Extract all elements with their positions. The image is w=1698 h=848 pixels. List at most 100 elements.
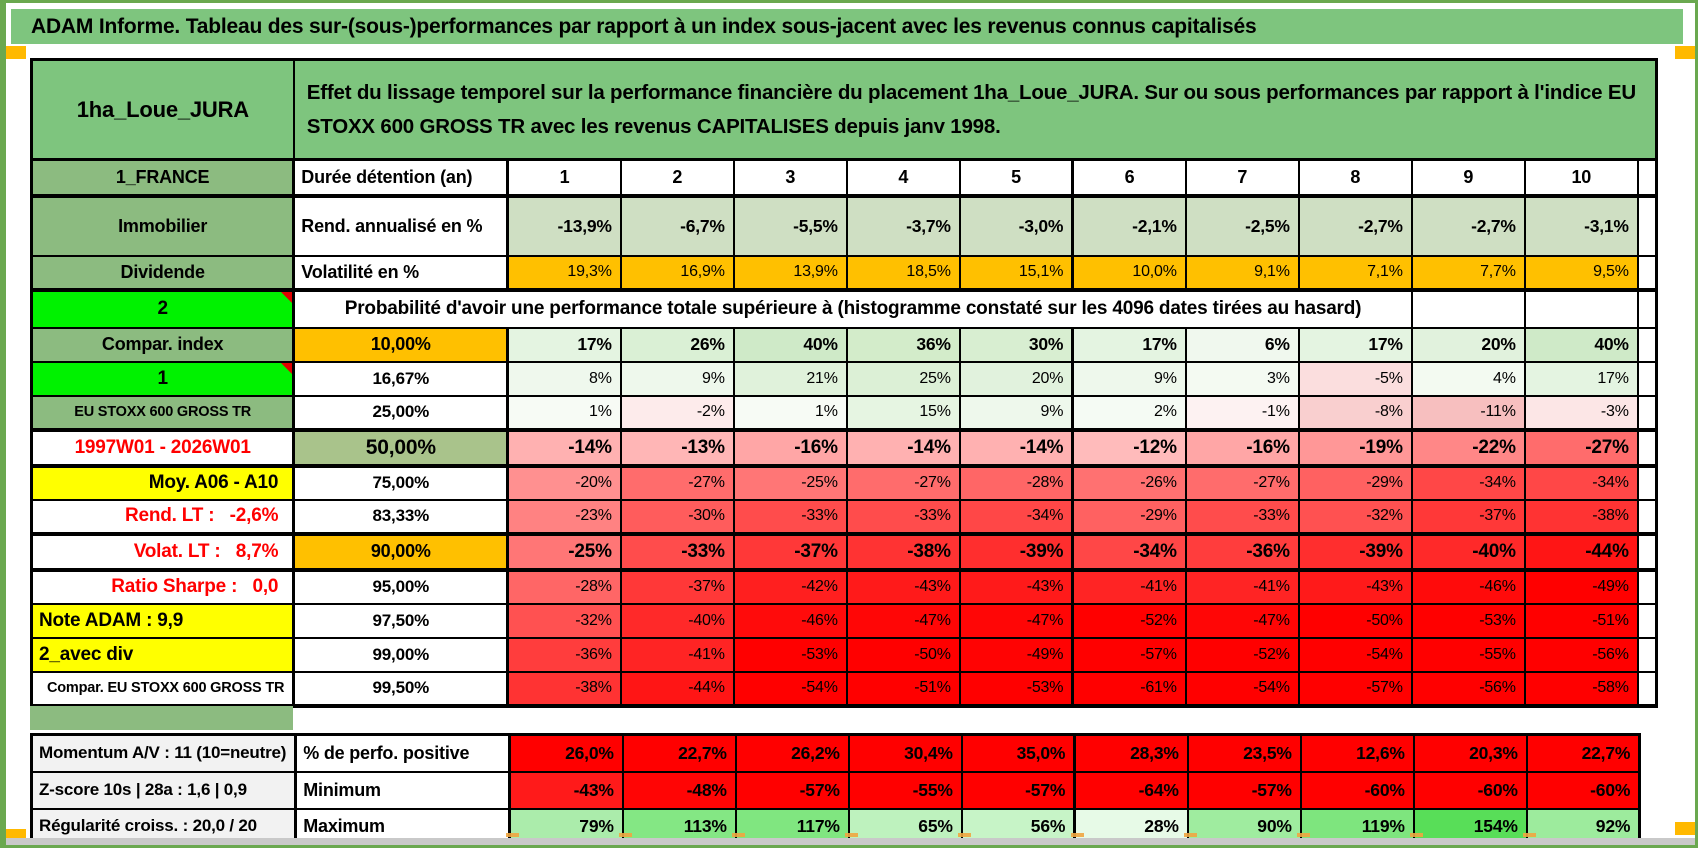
- cell-p25-col10[interactable]: -3%: [1523, 394, 1639, 432]
- cell-p90-col7[interactable]: -36%: [1184, 532, 1300, 572]
- cell-b-p25[interactable]: 25,00%: [292, 394, 510, 432]
- cell-p975-col8[interactable]: -50%: [1297, 602, 1413, 639]
- cell-p99-col9[interactable]: -55%: [1410, 636, 1526, 673]
- cell-perfo-col7[interactable]: 23,5%: [1186, 733, 1302, 773]
- cell-a-p95[interactable]: Ratio Sharpe : 0,0: [30, 568, 296, 605]
- cell-rend-col8[interactable]: -2,7%: [1297, 194, 1413, 257]
- cell-p95-col1[interactable]: -28%: [506, 568, 622, 605]
- cell-p99-col1[interactable]: -36%: [506, 636, 622, 673]
- cell-p10-col9[interactable]: 20%: [1410, 326, 1526, 363]
- cell-perfo-col10[interactable]: 22,7%: [1525, 733, 1641, 773]
- cell-p95-col5[interactable]: -43%: [958, 568, 1075, 605]
- cell-p25-col7[interactable]: -1%: [1184, 394, 1300, 432]
- cell-p75-col8[interactable]: -29%: [1297, 464, 1413, 501]
- cell-p99-col7[interactable]: -52%: [1184, 636, 1300, 673]
- cell-duree-col1[interactable]: 1: [506, 158, 622, 198]
- cell-p99-col2[interactable]: -41%: [619, 636, 735, 673]
- cell-b-p90[interactable]: 90,00%: [292, 532, 510, 572]
- cell-rend-col5[interactable]: -3,0%: [958, 194, 1075, 257]
- cell-p90-col4[interactable]: -38%: [845, 532, 961, 572]
- cell-p95-col4[interactable]: -43%: [845, 568, 961, 605]
- cell-duree-col9[interactable]: 9: [1410, 158, 1526, 198]
- cell-p8333-col1[interactable]: -23%: [506, 498, 622, 536]
- cell-min-col2[interactable]: -48%: [621, 770, 737, 810]
- cell-p995-col5[interactable]: -53%: [958, 670, 1075, 708]
- cell-p1667-col7[interactable]: 3%: [1184, 360, 1300, 397]
- cell-p995-col9[interactable]: -56%: [1410, 670, 1526, 708]
- cell-b-p75[interactable]: 75,00%: [292, 464, 510, 501]
- cell-p25-col3[interactable]: 1%: [732, 394, 848, 432]
- cell-a-p50[interactable]: 1997W01 - 2026W01: [30, 428, 296, 468]
- narrow-edge-cell[interactable]: [1636, 158, 1658, 198]
- cell-a-p975[interactable]: Note ADAM : 9,9: [30, 602, 296, 639]
- probability-banner-cell[interactable]: Probabilité d'avoir une performance tota…: [292, 288, 1413, 329]
- cell-min-col9[interactable]: -60%: [1412, 770, 1528, 810]
- cell-b-volat[interactable]: Volatilité en %: [292, 254, 510, 292]
- cell-b-p995[interactable]: 99,50%: [292, 670, 510, 708]
- cell-p90-col10[interactable]: -44%: [1523, 532, 1639, 572]
- cell-p50-col2[interactable]: -13%: [619, 428, 735, 468]
- cell-p95-col3[interactable]: -42%: [732, 568, 848, 605]
- cell-rend-col7[interactable]: -2,5%: [1184, 194, 1300, 257]
- narrow-edge-cell[interactable]: [1636, 288, 1658, 329]
- cell-p75-col2[interactable]: -27%: [619, 464, 735, 501]
- cell-min-col5[interactable]: -57%: [960, 770, 1077, 810]
- cell-p10-col10[interactable]: 40%: [1523, 326, 1639, 363]
- cell-p95-col6[interactable]: -41%: [1071, 568, 1187, 605]
- cell-min-col3[interactable]: -57%: [734, 770, 850, 810]
- cell-p1667-col3[interactable]: 21%: [732, 360, 848, 397]
- cell-volat-col7[interactable]: 9,1%: [1184, 254, 1300, 292]
- cell-min-col8[interactable]: -60%: [1299, 770, 1415, 810]
- cell-volat-col10[interactable]: 9,5%: [1523, 254, 1639, 292]
- cell-perfo-col4[interactable]: 30,4%: [847, 733, 963, 773]
- cell-p50-col4[interactable]: -14%: [845, 428, 961, 468]
- narrow-edge-cell[interactable]: [1636, 532, 1658, 572]
- cell-volat-col3[interactable]: 13,9%: [732, 254, 848, 292]
- cell-a-p995[interactable]: Compar. EU STOXX 600 GROSS TR: [30, 670, 296, 708]
- cell-p10-col6[interactable]: 17%: [1071, 326, 1187, 363]
- cell-p99-col6[interactable]: -57%: [1071, 636, 1187, 673]
- cell-perfo-col2[interactable]: 22,7%: [621, 733, 737, 773]
- cell-p90-col8[interactable]: -39%: [1297, 532, 1413, 572]
- cell-a-proba[interactable]: 2: [30, 288, 296, 329]
- cell-p975-col7[interactable]: -47%: [1184, 602, 1300, 639]
- cell-duree-col7[interactable]: 7: [1184, 158, 1300, 198]
- narrow-edge-cell[interactable]: [1636, 394, 1658, 432]
- cell-min-col6[interactable]: -64%: [1073, 770, 1189, 810]
- cell-p25-col9[interactable]: -11%: [1410, 394, 1526, 432]
- cell-p50-col8[interactable]: -19%: [1297, 428, 1413, 468]
- placement-description-cell[interactable]: Effet du lissage temporel sur la perform…: [292, 58, 1658, 161]
- cell-duree-col5[interactable]: 5: [958, 158, 1075, 198]
- cell-rend-col3[interactable]: -5,5%: [732, 194, 848, 257]
- cell-p8333-col5[interactable]: -34%: [958, 498, 1075, 536]
- cell-a-p1667[interactable]: 1: [30, 360, 296, 397]
- cell-p90-col1[interactable]: -25%: [506, 532, 622, 572]
- banner-empty-cell-10[interactable]: [1523, 288, 1639, 329]
- cell-p1667-col4[interactable]: 25%: [845, 360, 961, 397]
- narrow-edge-cell[interactable]: [1636, 464, 1658, 501]
- cell-p99-col4[interactable]: -50%: [845, 636, 961, 673]
- cell-a-duree[interactable]: 1_FRANCE: [30, 158, 296, 198]
- cell-p25-col8[interactable]: -8%: [1297, 394, 1413, 432]
- cell-p50-col3[interactable]: -16%: [732, 428, 848, 468]
- cell-p8333-col4[interactable]: -33%: [845, 498, 961, 536]
- placement-name-cell[interactable]: 1ha_Loue_JURA: [30, 58, 295, 161]
- cell-p99-col3[interactable]: -53%: [732, 636, 848, 673]
- cell-p975-col1[interactable]: -32%: [506, 602, 622, 639]
- cell-duree-col2[interactable]: 2: [619, 158, 735, 198]
- cell-p10-col3[interactable]: 40%: [732, 326, 848, 363]
- sheet-title[interactable]: ADAM Informe. Tableau des sur-(sous-)per…: [11, 9, 1683, 44]
- cell-volat-col5[interactable]: 15,1%: [958, 254, 1075, 292]
- cell-p25-col6[interactable]: 2%: [1071, 394, 1187, 432]
- cell-p25-col2[interactable]: -2%: [619, 394, 735, 432]
- cell-duree-col6[interactable]: 6: [1071, 158, 1187, 198]
- cell-p99-col8[interactable]: -54%: [1297, 636, 1413, 673]
- narrow-edge-cell[interactable]: [1636, 194, 1658, 257]
- cell-volat-col8[interactable]: 7,1%: [1297, 254, 1413, 292]
- cell-b-min[interactable]: Minimum: [294, 770, 512, 810]
- cell-min-col4[interactable]: -55%: [847, 770, 963, 810]
- cell-b-p975[interactable]: 97,50%: [292, 602, 510, 639]
- cell-p995-col1[interactable]: -38%: [506, 670, 622, 708]
- cell-perfo-col6[interactable]: 28,3%: [1073, 733, 1189, 773]
- cell-p90-col6[interactable]: -34%: [1071, 532, 1187, 572]
